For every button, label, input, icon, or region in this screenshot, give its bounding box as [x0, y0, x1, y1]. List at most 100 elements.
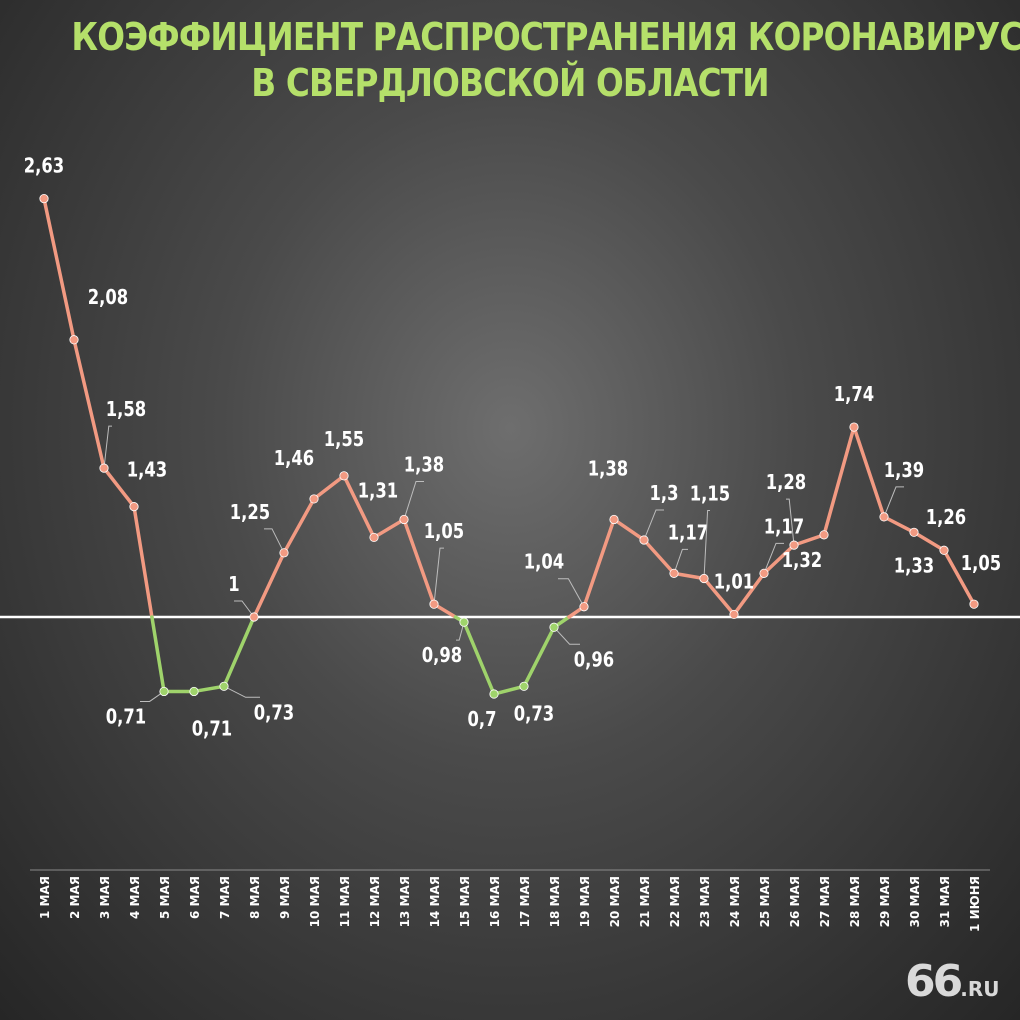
data-point	[669, 568, 679, 578]
x-tick-label: 14 МАЯ	[428, 876, 442, 927]
data-label: 1,25	[230, 501, 270, 524]
series-segment	[732, 571, 766, 617]
series-segment	[150, 615, 166, 694]
data-point	[189, 686, 199, 697]
x-tick-label: 6 МАЯ	[188, 876, 202, 919]
data-label: 1,3	[649, 482, 678, 505]
data-label: 1,05	[424, 521, 464, 544]
data-label: 0,98	[422, 645, 462, 668]
series-segment	[282, 497, 316, 555]
data-point	[489, 689, 499, 699]
x-tick-label: 28 МАЯ	[848, 876, 862, 927]
data-point	[819, 530, 829, 540]
x-tick-label: 27 МАЯ	[818, 876, 832, 927]
series-segment	[792, 533, 826, 547]
data-point	[939, 545, 949, 555]
data-label: 1,28	[766, 472, 806, 495]
series-segment	[252, 551, 286, 619]
data-point	[69, 335, 79, 345]
data-label: 0,73	[254, 702, 294, 725]
label-leader	[103, 425, 112, 469]
data-label: 1,39	[884, 459, 924, 482]
data-label: 1,38	[404, 454, 444, 477]
x-tick-label: 11 МАЯ	[338, 876, 352, 927]
x-tick-label: 8 МАЯ	[248, 876, 262, 919]
data-label: 1,33	[894, 555, 934, 578]
label-leader	[558, 578, 585, 607]
label-leader	[786, 498, 795, 546]
series-segment	[612, 517, 646, 542]
series-segment	[522, 625, 556, 689]
x-tick-label: 7 МАЯ	[218, 876, 232, 919]
x-tick-label: 15 МАЯ	[458, 876, 472, 927]
series-segment	[402, 517, 436, 606]
data-point	[249, 612, 259, 622]
data-point	[699, 573, 709, 584]
x-tick-label: 12 МАЯ	[368, 876, 382, 927]
data-label: 1,58	[106, 399, 146, 422]
data-point	[459, 617, 469, 627]
label-leader	[883, 486, 904, 518]
data-label: 1,26	[926, 507, 966, 530]
series-segment	[372, 517, 406, 540]
data-label: 1,05	[961, 553, 1001, 576]
chart-title-line-1: КОЭФФИЦИЕНТ РАСПРОСТРАНЕНИЯ КОРОНАВИРУСА	[71, 15, 1020, 59]
data-point	[339, 471, 349, 481]
data-label: 0,73	[514, 703, 554, 726]
label-leader	[223, 685, 260, 698]
data-point	[429, 599, 439, 609]
series-segment	[672, 571, 706, 581]
label-leader	[234, 600, 255, 618]
label-leader	[673, 548, 688, 574]
x-tick-label: 13 МАЯ	[398, 876, 412, 927]
data-label: 1	[228, 574, 239, 597]
data-label: 1,38	[588, 458, 628, 481]
x-tick-label: 18 МАЯ	[548, 876, 562, 927]
data-point	[99, 463, 109, 473]
site-logo: 66.RU	[905, 956, 999, 1007]
label-leader	[763, 542, 784, 574]
series-segment	[102, 466, 136, 509]
data-point	[849, 422, 859, 432]
series-segment	[912, 530, 946, 553]
data-point	[39, 193, 49, 204]
label-leader	[703, 509, 710, 579]
label-leader	[433, 547, 444, 605]
series-segment	[582, 517, 616, 609]
data-label: 1,17	[764, 516, 804, 539]
data-label: 0,71	[192, 718, 232, 741]
data-point	[579, 602, 589, 612]
x-tick-label: 20 МАЯ	[608, 876, 622, 927]
label-leader	[403, 480, 424, 520]
x-tick-label: 22 МАЯ	[668, 876, 682, 927]
x-tick-label: 3 МАЯ	[98, 876, 112, 919]
chart-title: КОЭФФИЦИЕНТ РАСПРОСТРАНЕНИЯ КОРОНАВИРУСА…	[71, 14, 1020, 106]
data-label: 0,7	[467, 709, 496, 732]
data-point	[159, 686, 169, 697]
label-leader	[643, 509, 664, 541]
data-point	[369, 532, 379, 543]
data-label: 1,01	[714, 571, 754, 594]
series-segment	[342, 474, 376, 540]
label-leader	[553, 626, 580, 645]
data-point	[519, 681, 529, 691]
data-label: 1,17	[668, 522, 708, 545]
data-point	[219, 681, 229, 691]
data-label: 1,74	[834, 384, 874, 407]
data-point	[969, 599, 979, 609]
data-point	[309, 494, 319, 504]
x-tick-label: 23 МАЯ	[698, 876, 712, 927]
x-tick-label: 21 МАЯ	[638, 876, 652, 927]
data-point	[129, 502, 139, 512]
series-segment	[822, 425, 856, 537]
x-tick-label: 24 МАЯ	[728, 876, 742, 927]
data-point	[879, 512, 889, 522]
series-segment	[492, 684, 526, 696]
data-point	[759, 568, 769, 578]
series-segment	[132, 504, 154, 619]
x-tick-label: 4 МАЯ	[128, 876, 142, 919]
data-label: 1,43	[127, 459, 167, 482]
series-segment	[462, 620, 496, 696]
label-leader	[264, 528, 285, 554]
